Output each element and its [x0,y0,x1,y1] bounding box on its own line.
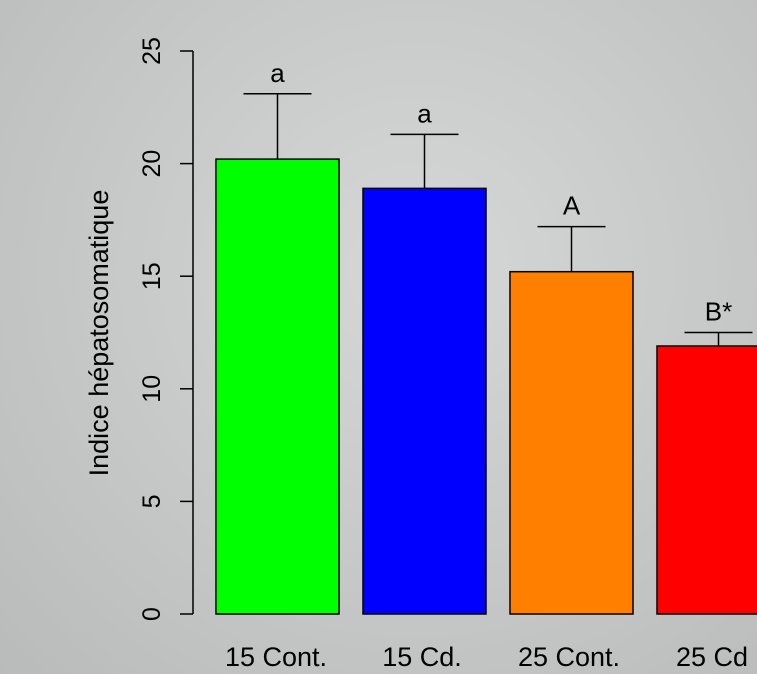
bar [215,158,340,615]
y-tick-label: 0 [138,607,166,621]
y-tick-label: 20 [138,150,166,178]
y-tick-label: 10 [138,375,166,403]
y-tick-label: 25 [138,37,166,65]
y-tick-label: 5 [138,494,166,508]
bar [656,345,757,615]
significance-letter: a [270,58,285,88]
significance-letter: a [417,98,432,128]
category-label: 25 Cont. [518,642,620,672]
significance-letter: B* [705,297,732,327]
y-axis: 0 5 10 15 20 25 [138,37,194,621]
bar [509,270,634,615]
bars [215,158,757,615]
category-label: 15 Cd. [382,642,462,672]
significance-letter: A [563,191,581,221]
y-axis-label: Indice hépatosomatique [84,190,114,477]
category-label: 15 Cont. [225,642,327,672]
significance-letters: a a A B* [270,58,732,327]
bar [362,187,487,615]
category-label: 25 Cd [676,642,748,672]
y-tick-label: 15 [138,262,166,290]
category-labels: 15 Cont. 15 Cd. 25 Cont. 25 Cd [225,642,748,672]
error-bars [243,93,753,347]
